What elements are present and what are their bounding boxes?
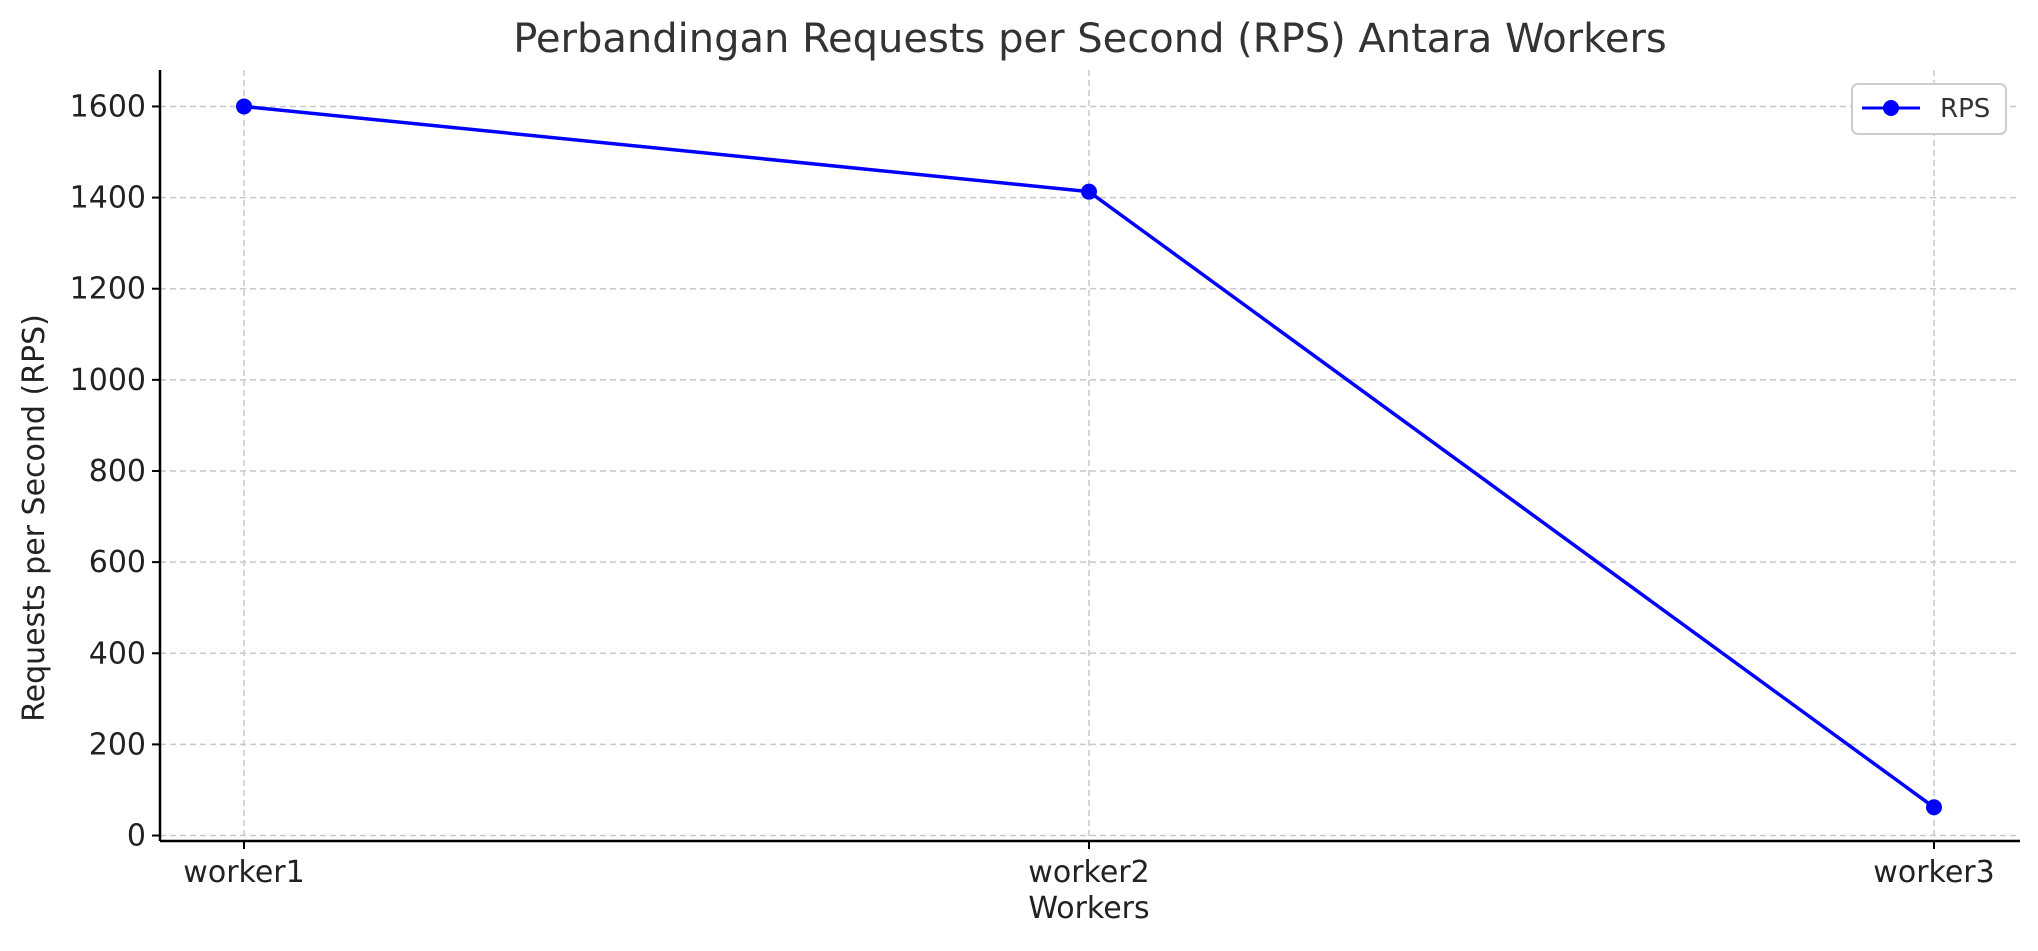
chart-title: Perbandingan Requests per Second (RPS) A… — [513, 16, 1667, 62]
y-tick-label: 800 — [89, 454, 146, 489]
data-series — [236, 98, 1942, 816]
x-tick-label: worker2 — [1028, 855, 1149, 890]
x-tick-labels: worker1 worker2 worker3 — [183, 855, 1994, 890]
legend: RPS — [1851, 83, 2007, 135]
legend-label-rps: RPS — [1940, 94, 1990, 124]
y-tick-label: 1400 — [70, 181, 146, 216]
y-tick-label: 1000 — [70, 363, 146, 398]
x-tick-label: worker1 — [183, 855, 304, 890]
legend-box — [1851, 83, 2007, 135]
y-tick-label: 600 — [89, 545, 146, 580]
data-point-worker2 — [1081, 183, 1097, 200]
y-axis-label: Requests per Second (RPS) — [17, 314, 52, 722]
legend-marker — [1883, 100, 1899, 116]
axes — [152, 70, 2020, 849]
y-tick-label: 1600 — [70, 89, 146, 124]
y-tick-labels: 0 200 400 600 800 1000 1200 1400 1600 — [70, 89, 146, 853]
y-tick-label: 1200 — [70, 272, 146, 307]
data-point-worker3 — [1926, 799, 1942, 816]
y-tick-label: 200 — [89, 727, 146, 762]
x-axis-label: Workers — [1028, 891, 1149, 926]
y-tick-label: 400 — [89, 636, 146, 671]
data-point-worker1 — [236, 98, 252, 115]
grid-lines — [160, 70, 2020, 841]
y-tick-label: 0 — [127, 819, 146, 854]
x-tick-label: worker3 — [1873, 855, 1994, 890]
